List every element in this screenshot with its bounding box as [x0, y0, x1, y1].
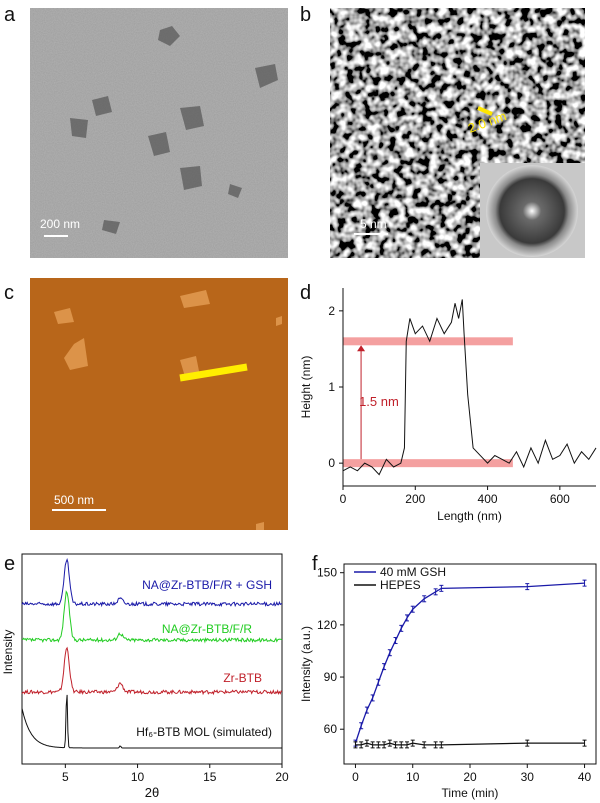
xrd-chart: 5 10 15 20 2θ Intensity Hf₆-BTB MOL (simulated… — [1, 553, 289, 800]
scale-bar-label-c: 500 nm — [54, 493, 94, 507]
xrd-label-1: Zr-BTB — [223, 671, 262, 685]
x-tick-label-f: 10 — [406, 770, 420, 784]
kinetics-chart: 0 10 20 30 40 60 90 120 150 Time (min) Intensity (… — [300, 563, 597, 800]
xrd-label-0: Hf₆-BTB MOL (simulated) — [136, 725, 272, 739]
panel-letter-a: a — [4, 4, 16, 26]
x-axis-label-f: Time (min) — [442, 786, 499, 800]
x-tick-label-f: 40 — [578, 770, 592, 784]
x-tick-label-f: 0 — [352, 770, 359, 784]
xrd-label-2: NA@Zr-BTB/F/R — [162, 622, 253, 636]
x-tick-label-f: 20 — [463, 770, 477, 784]
y-tick-label-f: 60 — [324, 722, 338, 736]
x-axis-label-d: Length (nm) — [437, 509, 502, 523]
y-axis-label-e: Intensity — [1, 630, 15, 675]
y-tick-label-d: 1 — [328, 380, 335, 394]
xrd-pattern-0 — [21, 694, 282, 749]
x-tick-label-d: 200 — [405, 492, 425, 506]
x-tick-label-e: 10 — [131, 770, 145, 784]
xrd-pattern-3 — [21, 558, 283, 608]
xrd-pattern-1 — [21, 646, 283, 696]
height-arrow-head — [357, 345, 366, 352]
height-profile-line — [342, 299, 597, 476]
x-tick-label-d: 400 — [478, 492, 498, 506]
y-tick-label-d: 0 — [328, 456, 335, 470]
plot-frame-f — [343, 563, 597, 765]
x-tick-label-f: 30 — [521, 770, 535, 784]
kinetics-line-0 — [354, 582, 585, 744]
hrtem-image-b: 2.0 nm 5 nm — [330, 8, 585, 258]
xrd-label-3: NA@Zr-BTB/F/R + GSH — [142, 578, 272, 592]
panel-letter-e: e — [4, 553, 16, 575]
x-axis-label-e: 2θ — [145, 785, 159, 800]
panel-letter-b: b — [300, 4, 312, 26]
legend-label-0: 40 mM GSH — [380, 565, 446, 579]
panel-letter-c: c — [4, 282, 14, 304]
tem-image-a: 200 nm — [30, 8, 288, 258]
y-tick-label-f: 90 — [324, 670, 338, 684]
scale-bar-label-b: 5 nm — [360, 217, 387, 231]
scale-bar-label-a: 200 nm — [40, 217, 80, 231]
lattice-measure-mark — [477, 106, 493, 116]
height-annotation: 1.5 nm — [359, 394, 399, 409]
height-band-1 — [343, 337, 513, 346]
legend-label-1: HEPES — [380, 578, 421, 592]
x-tick-label-d: 600 — [550, 492, 570, 506]
xrd-pattern-2 — [21, 590, 283, 644]
height-profile-chart: 0 200 400 600 0 1 2 Length (nm) Height (nm) 1.5 n… — [299, 288, 597, 523]
x-tick-label-e: 15 — [203, 770, 217, 784]
y-axis-label-d: Height (nm) — [299, 356, 313, 419]
x-tick-label-e: 20 — [275, 770, 289, 784]
plot-frame-e — [21, 553, 283, 765]
x-tick-label-d: 0 — [340, 492, 347, 506]
height-band-0 — [343, 459, 513, 468]
afm-profile-line — [179, 363, 248, 382]
panel-letter-f: f — [312, 553, 318, 575]
y-tick-label-f: 150 — [317, 566, 337, 580]
kinetics-line-1 — [355, 742, 585, 746]
y-axis-label-f: Intensity (a.u.) — [300, 626, 313, 702]
y-tick-label-d: 2 — [328, 304, 335, 318]
afm-image-c: 500 nm — [30, 278, 288, 530]
y-tick-label-f: 120 — [317, 618, 337, 632]
x-tick-label-e: 5 — [62, 770, 69, 784]
panel-letter-d: d — [300, 282, 312, 304]
